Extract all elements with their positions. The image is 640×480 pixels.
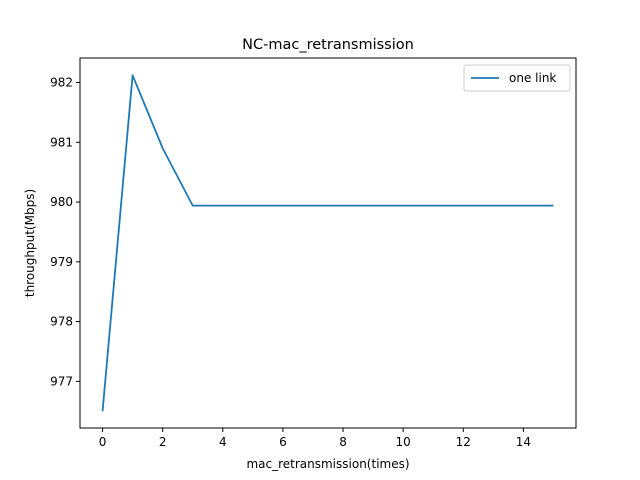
x-tick-label: 10 bbox=[396, 435, 411, 449]
legend-label-one-link: one link bbox=[509, 71, 556, 85]
y-tick-label: 977 bbox=[50, 374, 73, 388]
y-tick-label: 978 bbox=[50, 315, 73, 329]
x-axis-title: mac_retransmission(times) bbox=[246, 457, 409, 471]
x-tick-label: 14 bbox=[516, 435, 531, 449]
series-line-one-link bbox=[101, 74, 554, 412]
legend: one link bbox=[463, 64, 571, 92]
x-tick-label: 2 bbox=[159, 435, 167, 449]
legend-box bbox=[463, 64, 571, 92]
y-tick-label: 980 bbox=[50, 195, 73, 209]
x-axis: 0 2 4 6 8 10 12 14 bbox=[99, 428, 531, 449]
x-tick-label: 12 bbox=[456, 435, 471, 449]
y-tick-label: 979 bbox=[50, 255, 73, 269]
plot-area bbox=[101, 74, 554, 412]
axes-frame bbox=[79, 57, 577, 429]
x-tick-label: 4 bbox=[219, 435, 227, 449]
y-tick-label: 982 bbox=[50, 76, 73, 90]
y-axis-title: throughput(Mbps) bbox=[23, 189, 37, 297]
x-tick-label: 0 bbox=[99, 435, 107, 449]
chart-title: NC-mac_retransmission bbox=[242, 37, 414, 53]
x-tick-label: 8 bbox=[339, 435, 347, 449]
y-axis: 977 978 979 980 981 982 bbox=[50, 76, 80, 388]
x-tick-label: 6 bbox=[279, 435, 287, 449]
y-tick-label: 981 bbox=[50, 135, 73, 149]
